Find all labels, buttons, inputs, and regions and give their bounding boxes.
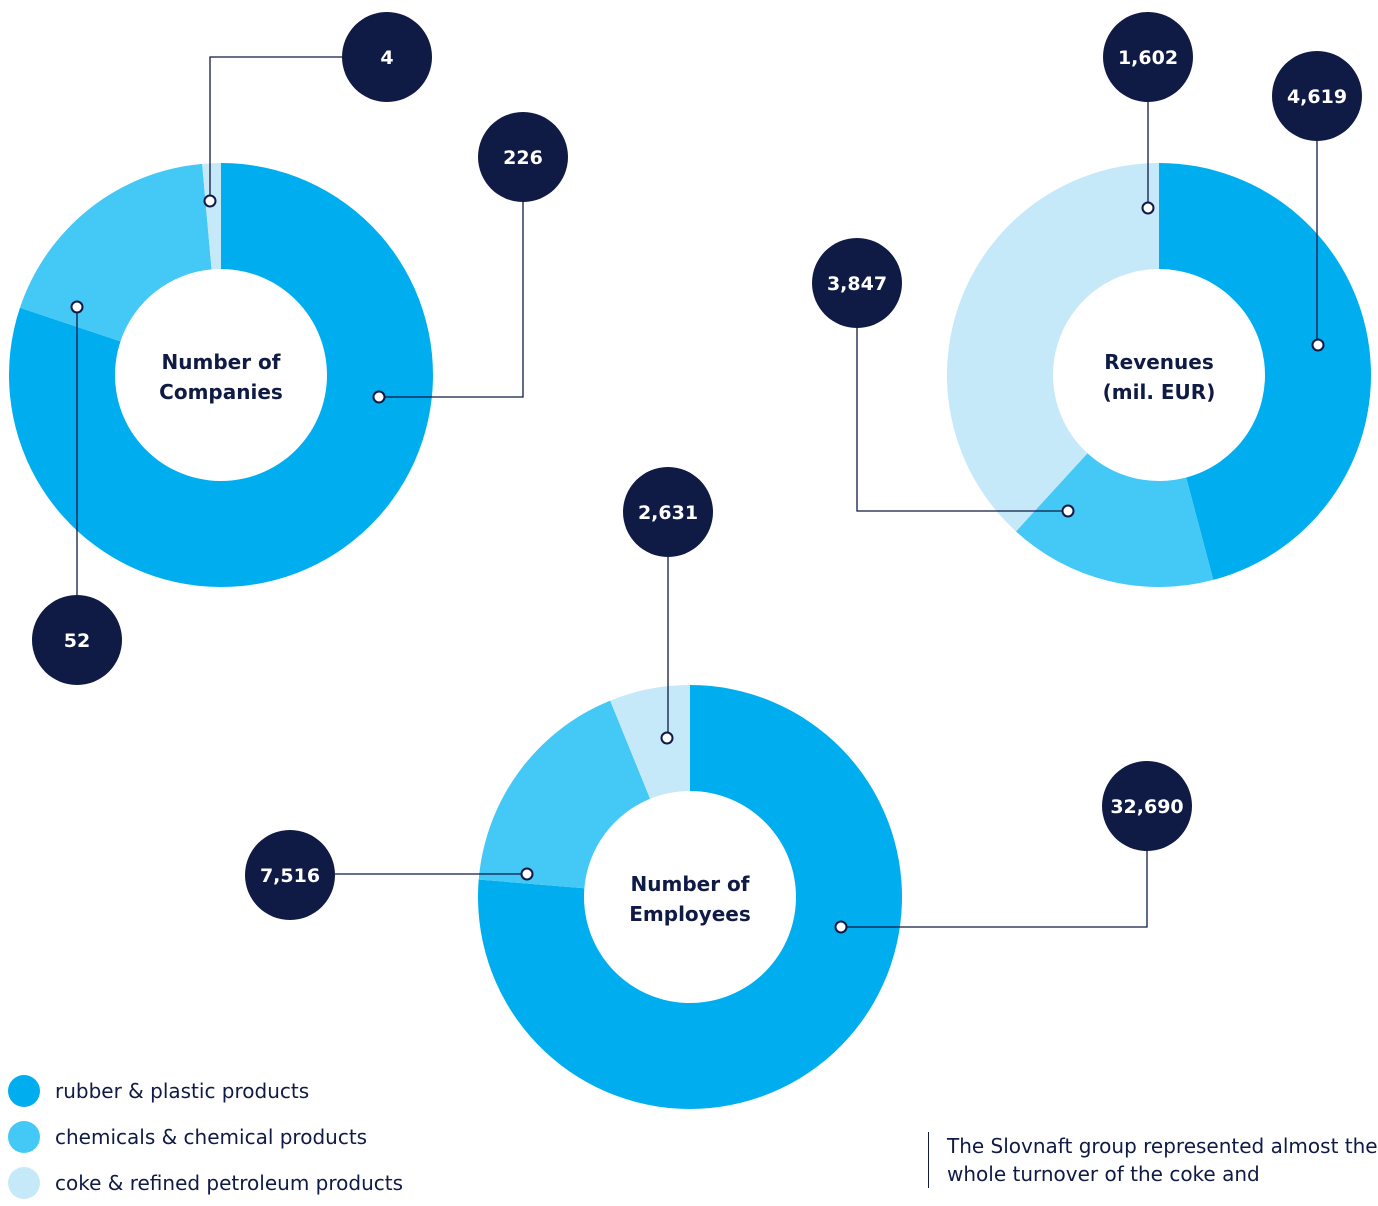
employees-center-title-2: Employees [629,902,750,926]
companies-leader-0 [379,202,524,398]
employees-value-label-2: 2,631 [638,502,698,524]
employees-marker-0 [834,920,848,934]
revenues-badge-1 [1103,12,1193,102]
employees-badge-0 [1102,761,1192,851]
companies-badge-1 [32,595,122,685]
companies-value-label-2: 4 [380,47,393,69]
revenues-value-label-0: 4,619 [1287,86,1347,108]
revenues-badge-0 [1272,51,1362,141]
companies-slice-0 [8,163,433,587]
companies-leader-2 [209,56,342,201]
revenues-leader-2 [856,328,1068,512]
revenues-slice-1 [1015,453,1214,587]
companies-badge-0 [478,112,568,202]
revenues-center-title-1: Revenues [1104,350,1214,374]
companies-marker-2 [203,194,217,208]
legend-label-coke: coke & refined petroleum products [55,1171,404,1195]
employees-leader-0 [841,851,1148,928]
employees-badge-2 [623,467,713,557]
revenues-center-title-2: (mil. EUR) [1103,380,1216,404]
revenues-marker-0 [1311,338,1325,352]
legend-item-rubber: rubber & plastic products [8,1068,403,1114]
revenues-slice-2 [947,163,1159,532]
legend-swatch-coke [8,1167,40,1199]
companies-marker-1 [70,300,84,314]
companies-value-label-1: 52 [64,630,90,652]
legend-item-coke: coke & refined petroleum products [8,1160,403,1206]
legend-swatch-chemicals [8,1121,40,1153]
revenues-marker-2 [1061,504,1075,518]
legend-item-chemicals: chemicals & chemical products [8,1114,403,1160]
legend-label-chemicals: chemicals & chemical products [55,1125,368,1149]
companies-marker-0 [372,390,386,404]
revenues-badge-2 [812,238,902,328]
companies-center-title-1: Number of [162,350,281,374]
employees-marker-2 [660,731,674,745]
footnote-text: The Slovnaft group represented almost th… [928,1132,1378,1188]
employees-badge-1 [245,830,335,920]
employees-marker-1 [520,867,534,881]
employees-center-title-1: Number of [631,872,750,896]
revenues-value-label-2: 3,847 [827,273,887,295]
companies-slice-2 [202,163,221,270]
companies-center-title-2: Companies [159,380,283,404]
companies-slice-1 [19,163,212,342]
employees-value-label-0: 32,690 [1110,796,1183,818]
employees-slice-0 [478,685,902,1109]
revenues-marker-1 [1141,201,1155,215]
employees-value-label-1: 7,516 [260,865,320,887]
companies-badge-2 [342,12,432,102]
legend-label-rubber: rubber & plastic products [55,1079,310,1103]
revenues-slice-0 [1159,163,1371,580]
employees-slice-2 [610,685,690,799]
employees-slice-1 [478,700,651,889]
revenues-value-label-1: 1,602 [1118,47,1178,69]
legend: rubber & plastic products chemicals & ch… [8,1068,403,1206]
companies-value-label-0: 226 [503,147,543,169]
legend-swatch-rubber [8,1075,40,1107]
